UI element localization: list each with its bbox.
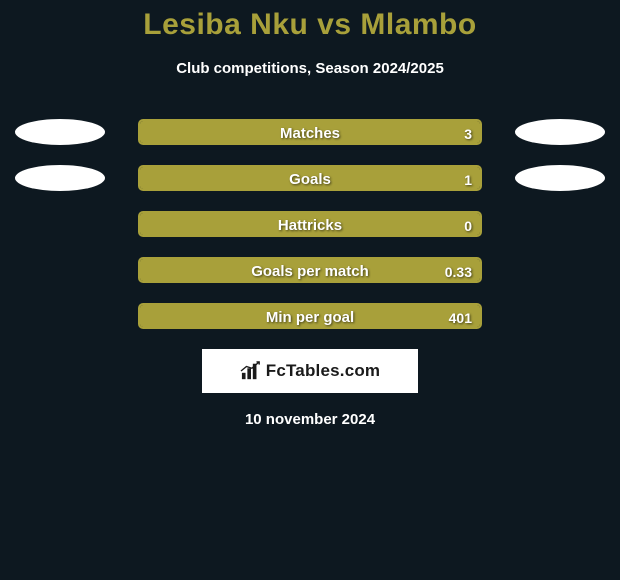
stats-card: Lesiba Nku vs Mlambo Club competitions, … xyxy=(0,0,620,428)
stat-bar: Min per goal401 xyxy=(138,303,482,329)
stat-row: Min per goal401 xyxy=(0,303,620,329)
date-label: 10 november 2024 xyxy=(0,411,620,428)
stat-bar: Goals per match0.33 xyxy=(138,257,482,283)
stat-bar-fill xyxy=(140,167,480,189)
stat-bar-fill xyxy=(140,259,480,281)
stat-row: Goals per match0.33 xyxy=(0,257,620,283)
logo-box[interactable]: FcTables.com xyxy=(202,349,418,393)
stat-bar-fill xyxy=(140,305,480,327)
player-left-marker xyxy=(15,119,105,145)
stat-bar-fill xyxy=(140,213,480,235)
page-title: Lesiba Nku vs Mlambo xyxy=(0,8,620,42)
player-right-marker xyxy=(515,119,605,145)
player-right-marker xyxy=(515,165,605,191)
barchart-icon xyxy=(240,361,262,381)
stat-row: Matches3 xyxy=(0,119,620,145)
stat-row: Goals1 xyxy=(0,165,620,191)
stat-row: Hattricks0 xyxy=(0,211,620,237)
stat-bar: Goals1 xyxy=(138,165,482,191)
subtitle: Club competitions, Season 2024/2025 xyxy=(0,60,620,77)
stat-bar: Matches3 xyxy=(138,119,482,145)
stat-bar-fill xyxy=(140,121,480,143)
player-left-marker xyxy=(15,165,105,191)
logo-text: FcTables.com xyxy=(266,361,381,381)
stat-bar: Hattricks0 xyxy=(138,211,482,237)
stat-rows: Matches3 Goals1 Hattricks0 Goals per match0… xyxy=(0,119,620,329)
